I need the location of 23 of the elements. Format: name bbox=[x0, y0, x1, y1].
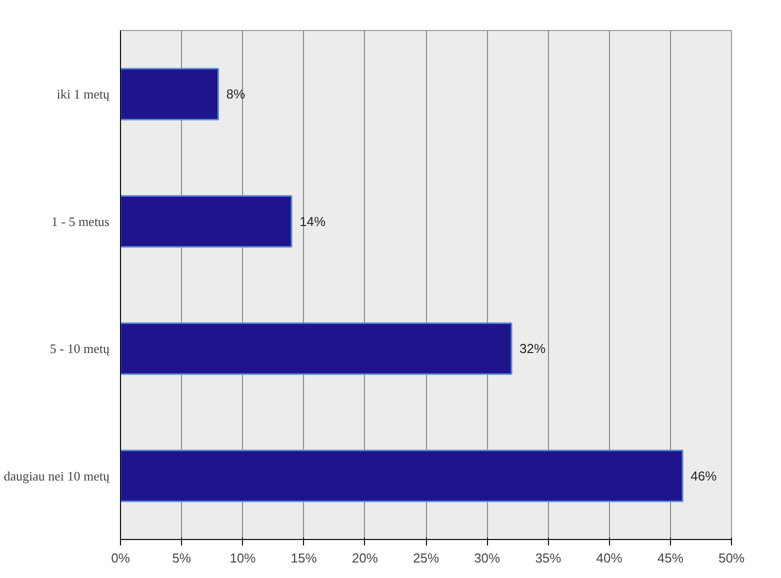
data-label: 46% bbox=[690, 468, 718, 484]
x-tick-label: 15% bbox=[290, 550, 318, 566]
y-tick-label: daugiau nei 10 metų bbox=[4, 468, 110, 484]
y-tick-label: 5 - 10 metų bbox=[50, 341, 110, 356]
x-tick-label: 40% bbox=[596, 550, 623, 566]
x-tick-label: 50% bbox=[718, 550, 745, 566]
bar bbox=[120, 195, 292, 248]
x-tick-label: 5% bbox=[172, 550, 192, 566]
x-tick-label: 35% bbox=[535, 550, 562, 566]
bar bbox=[120, 68, 220, 120]
data-label: 14% bbox=[300, 214, 326, 229]
x-tick-label: 30% bbox=[474, 550, 501, 566]
bar bbox=[120, 450, 684, 502]
data-label: 8% bbox=[226, 86, 246, 102]
data-label: 32% bbox=[520, 341, 546, 356]
x-tick-label: 0% bbox=[111, 550, 130, 566]
y-tick-label: iki 1 metų bbox=[56, 86, 110, 102]
x-tick-label: 25% bbox=[412, 550, 440, 566]
x-tick-label: 20% bbox=[352, 550, 378, 566]
x-tick-label: 45% bbox=[657, 550, 684, 566]
x-tick-label: 10% bbox=[230, 550, 256, 566]
bar bbox=[120, 322, 512, 375]
y-tick-label: 1 - 5 metus bbox=[51, 214, 110, 229]
